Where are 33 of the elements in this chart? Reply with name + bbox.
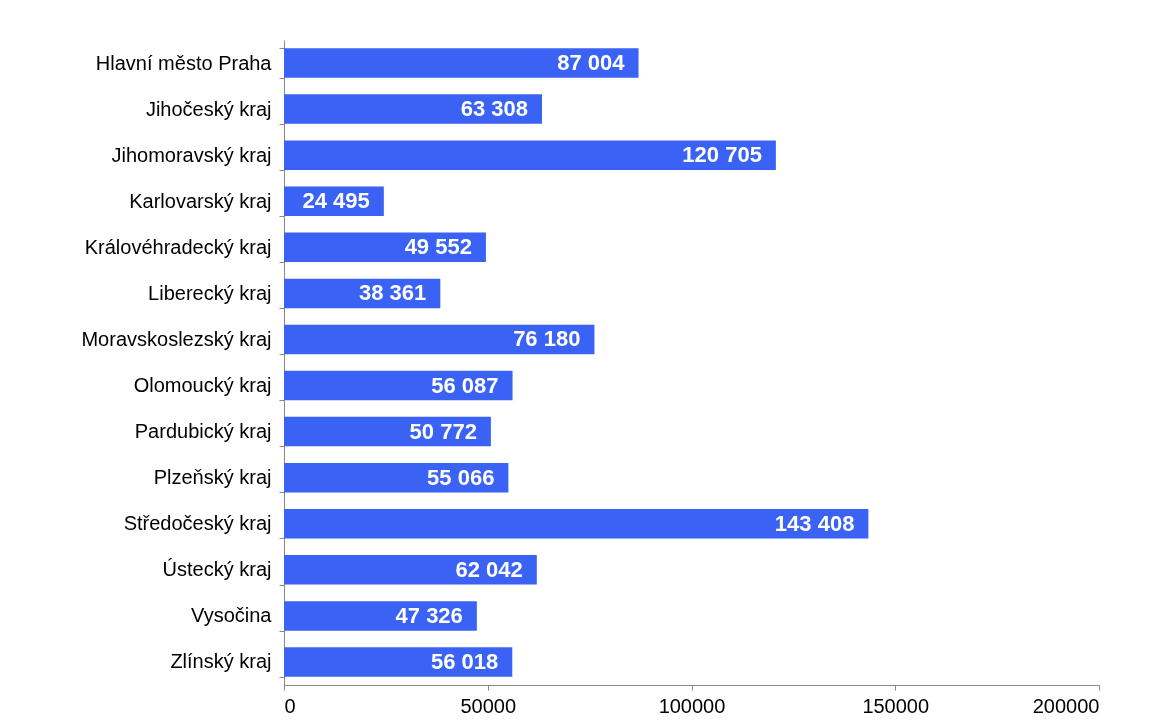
y-tick-label: Liberecký kraj <box>148 281 272 304</box>
data-label: 62 042 <box>455 556 523 582</box>
data-label: 143 408 <box>774 510 855 536</box>
y-tick-label: Karlovarský kraj <box>129 189 272 212</box>
data-label: 56 018 <box>430 648 499 674</box>
y-tick-label: Středočeský kraj <box>123 512 272 535</box>
x-tick-label: 0 <box>284 694 296 717</box>
y-tick-label: Hlavní město Praha <box>95 51 273 74</box>
data-label: 76 180 <box>513 326 581 352</box>
data-label: 47 326 <box>395 602 463 628</box>
y-tick-label: Vysočina <box>191 604 273 627</box>
x-tick-label: 150000 <box>862 694 930 717</box>
x-tick-label: 50000 <box>460 694 517 717</box>
y-tick-label: Zlínský kraj <box>170 650 272 673</box>
data-label: 55 066 <box>427 464 495 490</box>
y-tick-label: Ústecký kraj <box>162 558 272 581</box>
data-label: 56 087 <box>431 372 499 398</box>
data-label: 24 495 <box>302 188 370 214</box>
data-label: 50 772 <box>409 418 477 444</box>
y-tick-label: Plzeňský kraj <box>153 466 272 489</box>
y-tick-label: Moravskoslezský kraj <box>81 327 272 350</box>
y-tick-label: Olomoucký kraj <box>133 374 272 397</box>
y-tick-label: Královéhradecký kraj <box>84 235 272 258</box>
x-tick-label: 200000 <box>1032 694 1100 717</box>
y-tick-label: Jihočeský kraj <box>145 97 272 120</box>
data-label: 49 552 <box>404 234 472 260</box>
data-label: 38 361 <box>359 280 427 306</box>
data-label: 63 308 <box>460 96 528 122</box>
x-tick-label: 100000 <box>658 694 726 717</box>
y-tick-label: Jihomoravský kraj <box>111 143 272 166</box>
data-label: 87 004 <box>557 50 626 76</box>
y-tick-label: Pardubický kraj <box>134 420 272 443</box>
data-label: 120 705 <box>682 142 762 168</box>
